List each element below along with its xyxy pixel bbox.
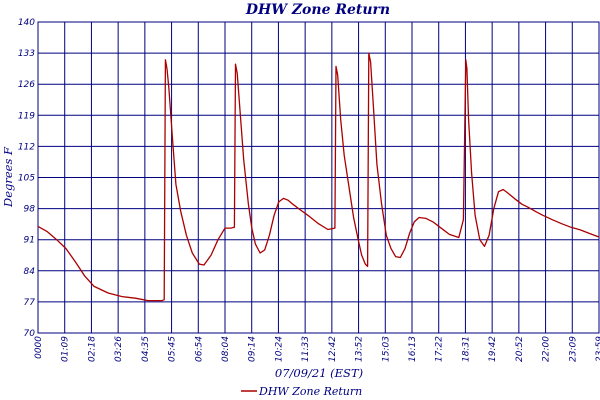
y-tick-labels: 70 77 84 91 98 105 112 119 126 133 140 [18, 18, 35, 339]
plot-frame [37, 21, 600, 334]
x-tick-label: 0000 [34, 336, 44, 359]
series-layer [37, 52, 600, 302]
y-tick-label: 133 [18, 49, 35, 59]
legend: DHW Zone Return [241, 385, 362, 398]
chart-title: DHW Zone Return [245, 2, 390, 18]
grid [37, 21, 600, 334]
x-tick-label: 06:54 [194, 336, 204, 362]
x-tick-label: 09:14 [248, 336, 258, 362]
x-tick-label: 11:33 [301, 336, 311, 362]
x-tick-label: 10:24 [274, 336, 284, 362]
y-tick-label: 91 [24, 236, 35, 246]
x-tick-label: 17:22 [435, 336, 445, 362]
y-tick-label: 140 [18, 18, 35, 28]
y-tick-label: 105 [18, 174, 35, 184]
x-axis-label: 07/09/21 (EST) [275, 366, 363, 380]
x-tick-labels: 0000 01:09 02:18 03:26 04:35 05:45 06:54 08:04 0… [34, 336, 600, 362]
x-tick-label: 13:52 [355, 336, 365, 362]
x-tick-label: 20:52 [515, 336, 525, 362]
legend-label: DHW Zone Return [258, 385, 362, 398]
x-tick-label: 01:09 [61, 336, 71, 362]
x-tick-label: 23:59 [595, 336, 600, 362]
x-tick-label: 16:13 [408, 336, 418, 362]
x-tick-label: 05:45 [168, 336, 178, 362]
y-tick-label: 77 [24, 298, 36, 308]
x-tick-label: 15:03 [381, 336, 391, 362]
x-tick-label: 04:35 [141, 336, 151, 362]
x-tick-label: 19:42 [488, 336, 498, 362]
x-tick-label: 02:18 [87, 336, 97, 362]
x-tick-label: 08:04 [221, 336, 231, 362]
x-tick-label: 23:09 [568, 336, 578, 362]
y-axis-label: Degrees F [1, 146, 15, 208]
x-tick-label: 12:42 [328, 336, 338, 362]
x-tick-label: 22:00 [542, 336, 552, 362]
y-tick-label: 126 [18, 80, 35, 90]
series-line-dhw-zone-return [37, 52, 600, 302]
y-tick-label: 70 [24, 329, 36, 339]
x-tick-label: 18:31 [461, 336, 471, 362]
y-tick-label: 112 [18, 142, 35, 152]
y-tick-label: 119 [18, 111, 35, 121]
x-tick-label: 03:26 [114, 336, 124, 362]
y-tick-label: 98 [24, 205, 36, 215]
y-tick-label: 84 [24, 267, 36, 277]
